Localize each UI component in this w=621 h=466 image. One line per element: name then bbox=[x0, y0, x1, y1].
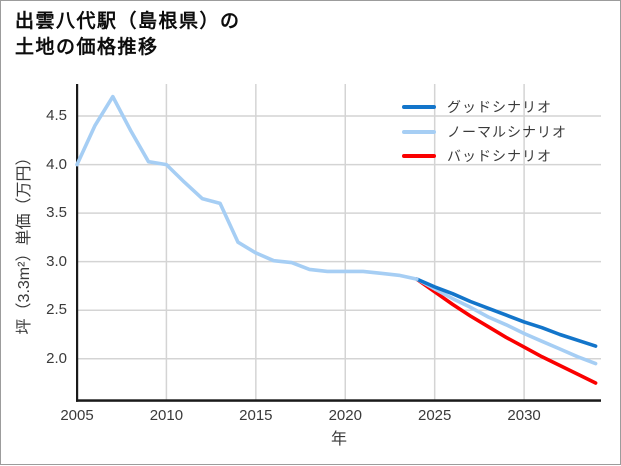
y-tick-label: 4.0 bbox=[46, 155, 67, 173]
legend-swatch-normal-scenario bbox=[402, 129, 436, 134]
legend-label-normal-scenario: ノーマルシナリオ bbox=[447, 123, 567, 140]
x-tick-label: 2010 bbox=[149, 407, 184, 424]
legend: グッドシナリオ ノーマルシナリオ バッドシナリオ bbox=[402, 95, 567, 169]
x-tick-label: 2005 bbox=[60, 407, 94, 424]
y-axis-spine bbox=[76, 84, 79, 402]
chart-title-line2: 土地の価格推移 bbox=[15, 37, 159, 58]
series-history-line bbox=[75, 94, 419, 281]
series-bad-scenario-line bbox=[414, 277, 598, 385]
x-axis-label: 年 bbox=[330, 431, 348, 448]
x-tick-label: 2030 bbox=[507, 407, 541, 424]
series-normal-scenario-line bbox=[414, 277, 598, 366]
x-tick-label: 2020 bbox=[328, 407, 362, 424]
legend-swatch-good-scenario bbox=[402, 105, 436, 110]
legend-swatch-bad-scenario bbox=[402, 154, 436, 159]
legend-label-bad-scenario: バッドシナリオ bbox=[447, 148, 552, 165]
y-axis-label: 坪（3.3m²）単価（万円） bbox=[16, 149, 33, 335]
series-good-scenario-line bbox=[414, 277, 598, 348]
legend-label-good-scenario: グッドシナリオ bbox=[447, 99, 552, 116]
x-axis-spine bbox=[76, 399, 601, 402]
y-tick-label: 3.0 bbox=[46, 252, 67, 270]
chart-title: 出雲八代駅（島根県）の 土地の価格推移 bbox=[15, 9, 241, 61]
legend-item-good-scenario: グッドシナリオ bbox=[402, 95, 567, 120]
legend-item-bad-scenario: バッドシナリオ bbox=[402, 144, 567, 169]
legend-item-normal-scenario: ノーマルシナリオ bbox=[402, 120, 567, 145]
y-tick-label: 3.5 bbox=[46, 204, 67, 222]
chart-title-line1: 出雲八代駅（島根県）の bbox=[15, 11, 241, 32]
y-tick-label: 4.5 bbox=[46, 107, 67, 125]
y-tick-label: 2.5 bbox=[46, 301, 67, 319]
y-tick-label: 2.0 bbox=[46, 349, 67, 367]
x-tick-label: 2015 bbox=[239, 407, 273, 424]
x-tick-label: 2025 bbox=[417, 407, 452, 424]
